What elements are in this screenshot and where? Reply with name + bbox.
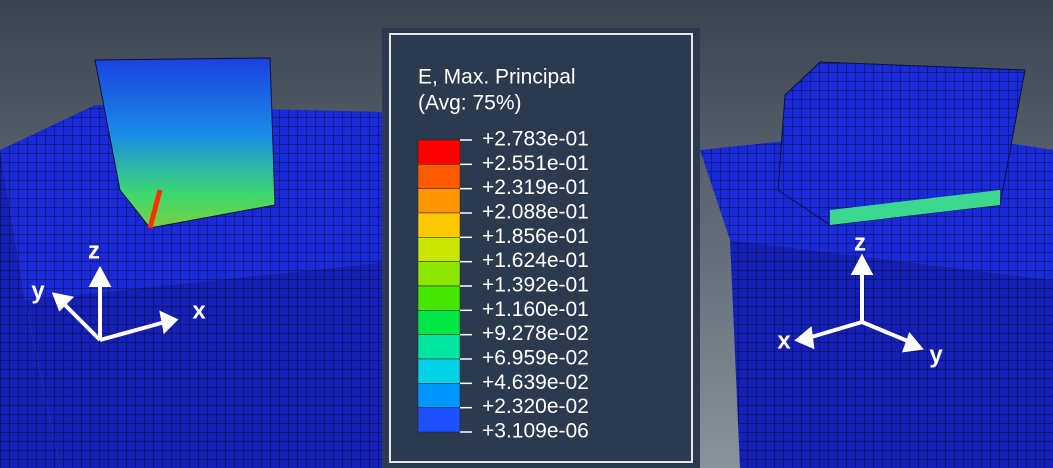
color-band [417,212,461,238]
legend-label: +2.783e-01 [482,128,589,151]
color-band [417,237,461,262]
legend-label: +1.160e-01 [482,298,589,321]
legend-title: E, Max. Principal [418,66,576,89]
color-band [417,285,461,311]
color-band [417,164,461,189]
legend-label: +1.856e-01 [482,225,589,248]
axis-label: z [88,237,100,264]
legend-label: +4.639e-02 [482,371,589,394]
legend-label: +2.551e-01 [482,152,589,175]
legend-label: +2.088e-01 [482,201,589,224]
color-band [417,334,461,360]
color-band [417,407,461,433]
right-model [700,61,1053,468]
left-model [0,57,385,468]
legend-label: +6.959e-02 [482,347,589,370]
legend-border [389,33,693,463]
axis-label: y [929,341,943,368]
color-band [417,188,461,214]
color-band [417,261,461,287]
axis-label: z [854,229,866,256]
right-triad [794,253,924,353]
legend-label: +9.278e-02 [482,322,589,345]
color-band [417,310,461,335]
legend-label: +1.392e-01 [482,274,589,297]
color-band [417,383,461,408]
color-band [417,139,461,165]
legend-label: +3.109e-06 [482,420,589,443]
legend-label: +2.319e-01 [482,176,589,199]
axis-label: x [777,327,791,354]
legend-label: +2.320e-02 [482,395,589,418]
color-band [417,358,461,384]
left-triad [51,265,179,342]
legend: E, Max. Principal (Avg: 75%) +2.783e-01+… [382,28,700,468]
legend-title: (Avg: 75%) [418,92,522,115]
axis-label: x [192,297,206,324]
axis-label: y [31,277,45,304]
legend-label: +1.624e-01 [482,249,589,272]
